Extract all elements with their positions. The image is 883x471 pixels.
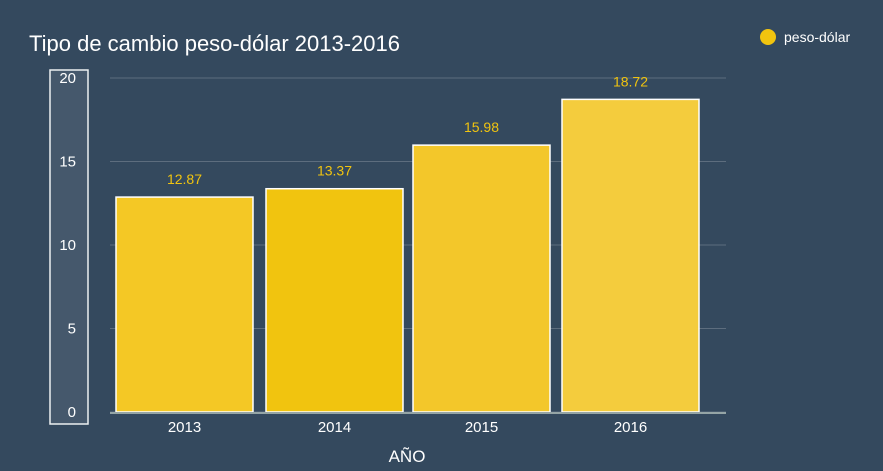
data-label-2015: 15.98	[464, 119, 499, 135]
data-label-2016: 18.72	[613, 73, 648, 89]
data-label-2014: 13.37	[317, 163, 352, 179]
bar-2016[interactable]	[561, 98, 700, 413]
x-tick-label: 2013	[168, 419, 201, 436]
data-label-2013: 12.87	[167, 171, 202, 187]
y-tick-label: 20	[59, 70, 76, 87]
bar-2013[interactable]	[115, 196, 254, 413]
y-tick-label: 5	[68, 321, 76, 338]
x-axis: 2013 2014 2015 2016	[110, 412, 726, 436]
y-axis: 0 5 10 15 20	[49, 69, 89, 425]
x-axis-title: AÑO	[389, 447, 426, 466]
bar-2015[interactable]	[412, 144, 551, 413]
x-tick-label: 2014	[318, 419, 351, 436]
y-tick-label: 0	[68, 404, 76, 421]
chart-title: Tipo de cambio peso-dólar 2013-2016	[29, 31, 400, 56]
legend-label: peso-dólar	[784, 29, 850, 45]
x-tick-label: 2016	[614, 419, 647, 436]
legend[interactable]: peso-dólar	[760, 29, 850, 45]
data-labels: 12.87 13.37 15.98 18.72	[167, 73, 648, 187]
bars	[115, 98, 700, 413]
x-tick-label: 2015	[465, 419, 498, 436]
y-axis-box	[49, 69, 89, 425]
legend-marker	[760, 29, 776, 45]
bar-2014[interactable]	[265, 187, 404, 413]
y-tick-label: 15	[59, 154, 76, 171]
y-tick-label: 10	[59, 237, 76, 254]
